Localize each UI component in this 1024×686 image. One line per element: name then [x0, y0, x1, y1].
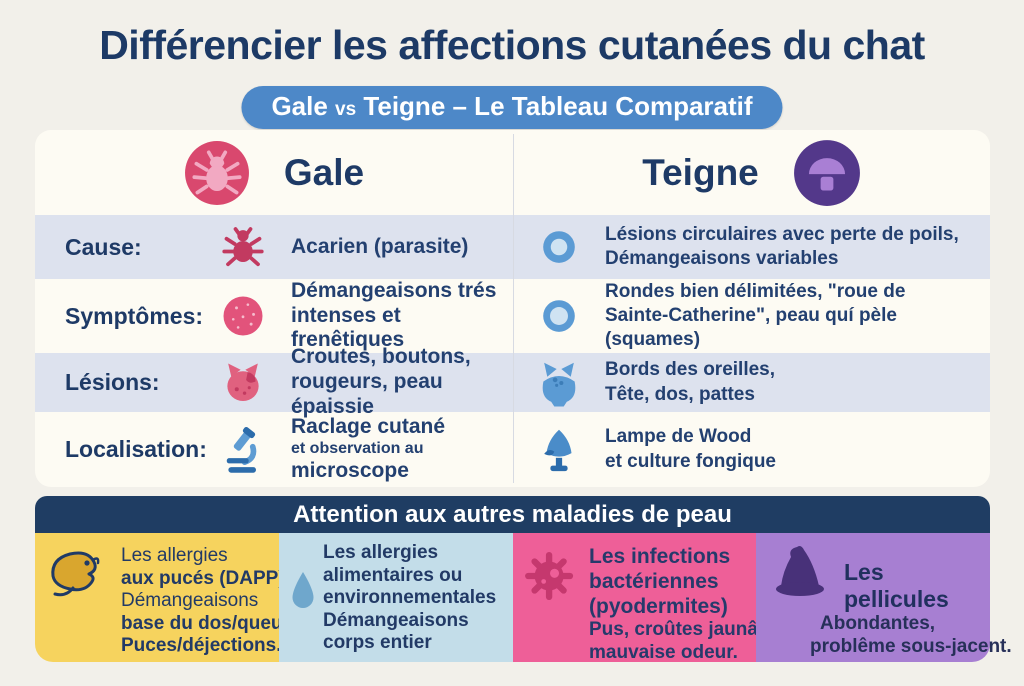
column-title-gale: Gale	[283, 151, 365, 193]
panel-title: Les pellicules	[844, 559, 949, 612]
ring-lesion-icon	[513, 293, 605, 339]
column-divider	[513, 134, 514, 483]
column-header-gale: Gale	[35, 130, 513, 215]
cell-gale-symptomes: Démangeaisons trés intenses et frenêtiqu…	[291, 278, 497, 352]
table-header-row: Gale Teigne	[35, 130, 990, 215]
panel-text: Abondantes, problême sous-jacent.	[810, 613, 1012, 657]
row-label-symptomes: Symptômes:	[65, 302, 204, 329]
warning-banner: Attention aux autres maladies de peau	[35, 496, 990, 533]
warning-panels: Les allergies aux pucés (DAPP) Démangeai…	[35, 533, 1012, 663]
panel-infections-bacteriennes: Les infections bactériennes (pyodermites…	[513, 533, 793, 663]
row-label-lesions: Lésions:	[65, 369, 160, 395]
panel-allergies-puces: Les allergies aux pucés (DAPP) Démangeai…	[35, 533, 298, 662]
bacteria-icon	[521, 547, 579, 605]
cat-head-blue-icon	[513, 358, 605, 408]
column-header-teigne: Teigne	[513, 130, 990, 215]
column-title-teigne: Teigne	[642, 151, 759, 193]
panel-allergies-alimentaires: Les allergies alimentaires ou environnem…	[279, 533, 513, 662]
page-title: Différencier les affections cutanées du …	[99, 22, 925, 68]
subtitle-part1: Gale	[271, 91, 336, 121]
cell-teigne-symptomes: Rondes bien délimitées, "roue de Sainte-…	[605, 280, 906, 351]
panel-text: Les allergies aux pucés (DAPP) Démangeai…	[121, 545, 299, 656]
table-row: Localisation: Raclage cutané et observati…	[35, 412, 990, 487]
mite-silhouette-icon	[195, 223, 291, 271]
ring-lesion-icon	[513, 224, 605, 270]
flea-icon	[43, 543, 107, 607]
subtitle-pill: Gale vs Teigne – Le Tableau Comparatif	[241, 86, 783, 129]
subtitle-part2: Teigne – Le Tableau Comparatif	[356, 91, 753, 121]
spotted-circle-icon	[195, 290, 291, 342]
panel-text: Les infections bactériennes (pyodermites…	[589, 545, 793, 663]
mushroom-icon	[793, 139, 861, 207]
microscope-icon	[195, 424, 291, 476]
row-label-cause: Cause:	[65, 233, 142, 260]
cell-teigne-localisation: Lampe de Wood et culture fongique	[605, 426, 776, 472]
wood-lamp-icon	[513, 425, 605, 475]
subtitle-vs: vs	[335, 99, 357, 120]
water-drop-icon	[288, 569, 318, 611]
wizard-hat-icon	[768, 541, 832, 605]
table-row: Symptômes: Démangeaisons trés intenses e…	[35, 279, 990, 353]
cell-gale-localisation: Raclage cutané et observation au microscop…	[291, 415, 446, 482]
table-row: Cause: Acarien (parasite)	[35, 215, 990, 279]
table-row: Lésions: Croutes, boutons, rougeurs, pea…	[35, 345, 990, 418]
cell-gale-lesions: Croutes, boutons, rougeurs, peau épaissi…	[291, 345, 471, 418]
cat-head-pink-icon	[195, 358, 291, 408]
cell-gale-cause: Acarien (parasite)	[291, 234, 469, 258]
panel-text: Les allergies alimentaires ou environnem…	[323, 542, 497, 653]
row-label-localisation: Localisation:	[65, 436, 207, 462]
warning-title: Attention aux autres maladies de peau	[293, 500, 732, 528]
comparison-table: Gale Teigne Cause:	[35, 130, 990, 487]
cell-teigne-cause: Lésions circulaires avec perte de poils,…	[605, 223, 959, 269]
mite-icon	[184, 140, 250, 206]
cell-teigne-lesions: Bords des oreilles, Tête, dos, pattes	[605, 359, 776, 405]
panel-pellicules: Les pellicules Abondantes, problême sous…	[756, 533, 1012, 662]
